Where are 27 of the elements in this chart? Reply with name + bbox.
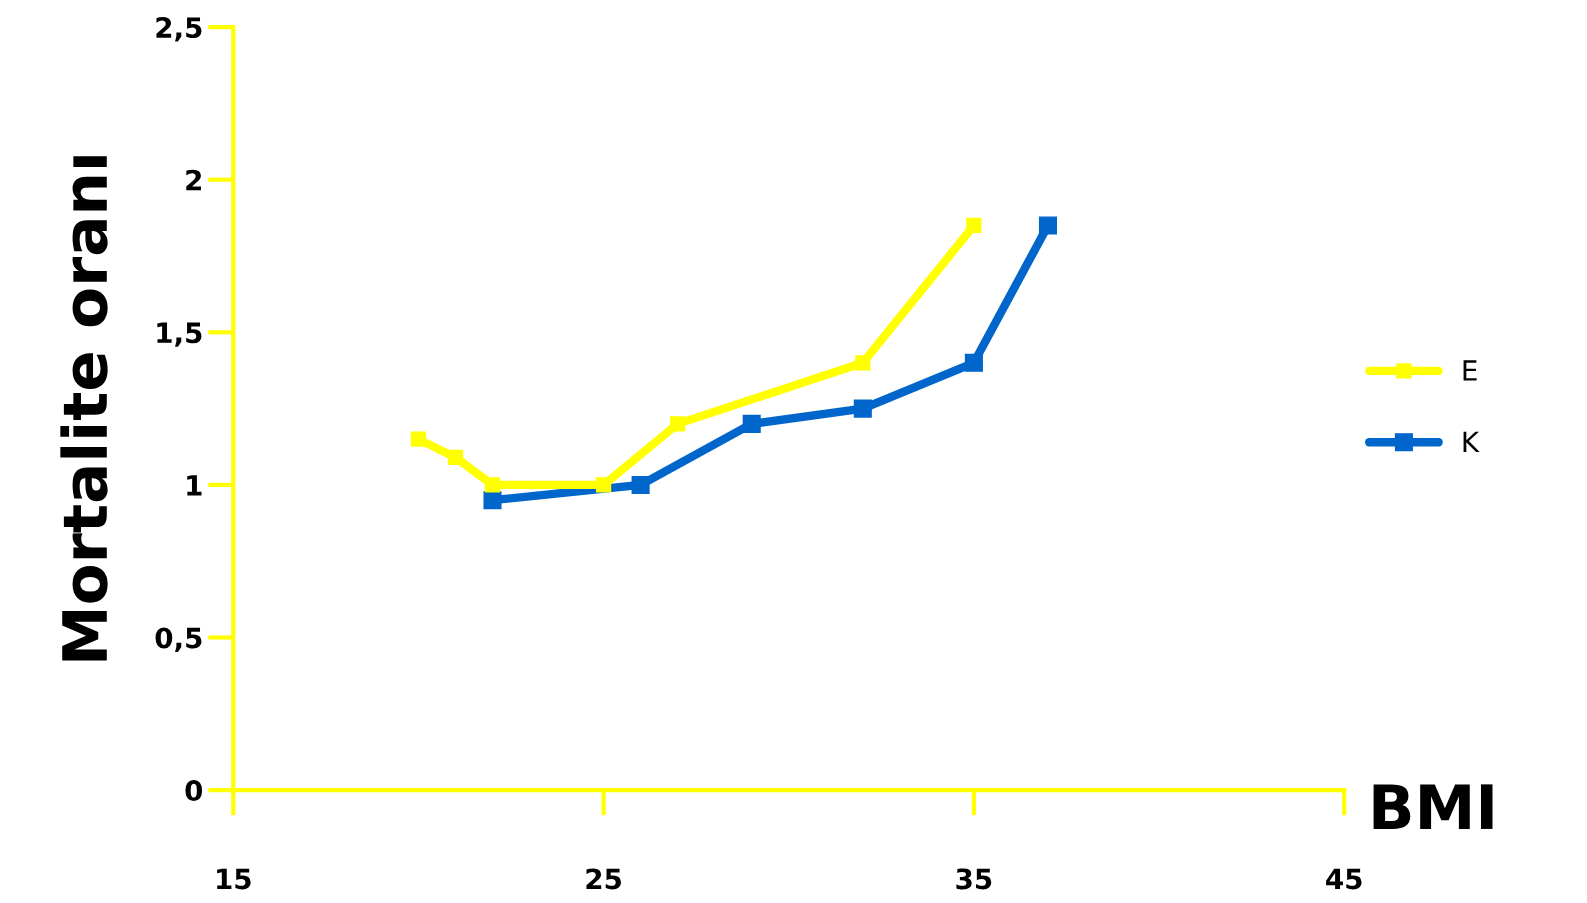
point [742,414,761,433]
y-tick-label: 0 [185,780,203,802]
point [595,477,612,493]
point [855,355,871,371]
point [447,449,464,466]
y-tick-label: 0,5 [155,627,202,653]
x-tick-label: 35 [956,868,992,890]
y-tick-label: 1 [187,475,202,496]
point [853,399,872,418]
y-tick-label: 2 [186,169,202,191]
point [670,416,686,432]
point [1038,216,1057,235]
y-tick-label: 2,5 [156,17,202,42]
point [410,431,427,447]
point [631,475,650,494]
legend-label: K [1463,431,1480,452]
legend-label: E [1463,360,1477,381]
point [484,477,501,493]
x-tick-label: 25 [586,868,621,890]
x-axis-title: BMI [1373,784,1493,829]
x-tick-label: 45 [1326,868,1362,890]
x-tick-label: 15 [217,868,251,890]
y-tick-label: 1,5 [157,322,202,347]
y-axis-title: Mortalite oranı [60,156,108,661]
point [964,353,983,372]
point [966,217,982,234]
point [483,491,502,510]
